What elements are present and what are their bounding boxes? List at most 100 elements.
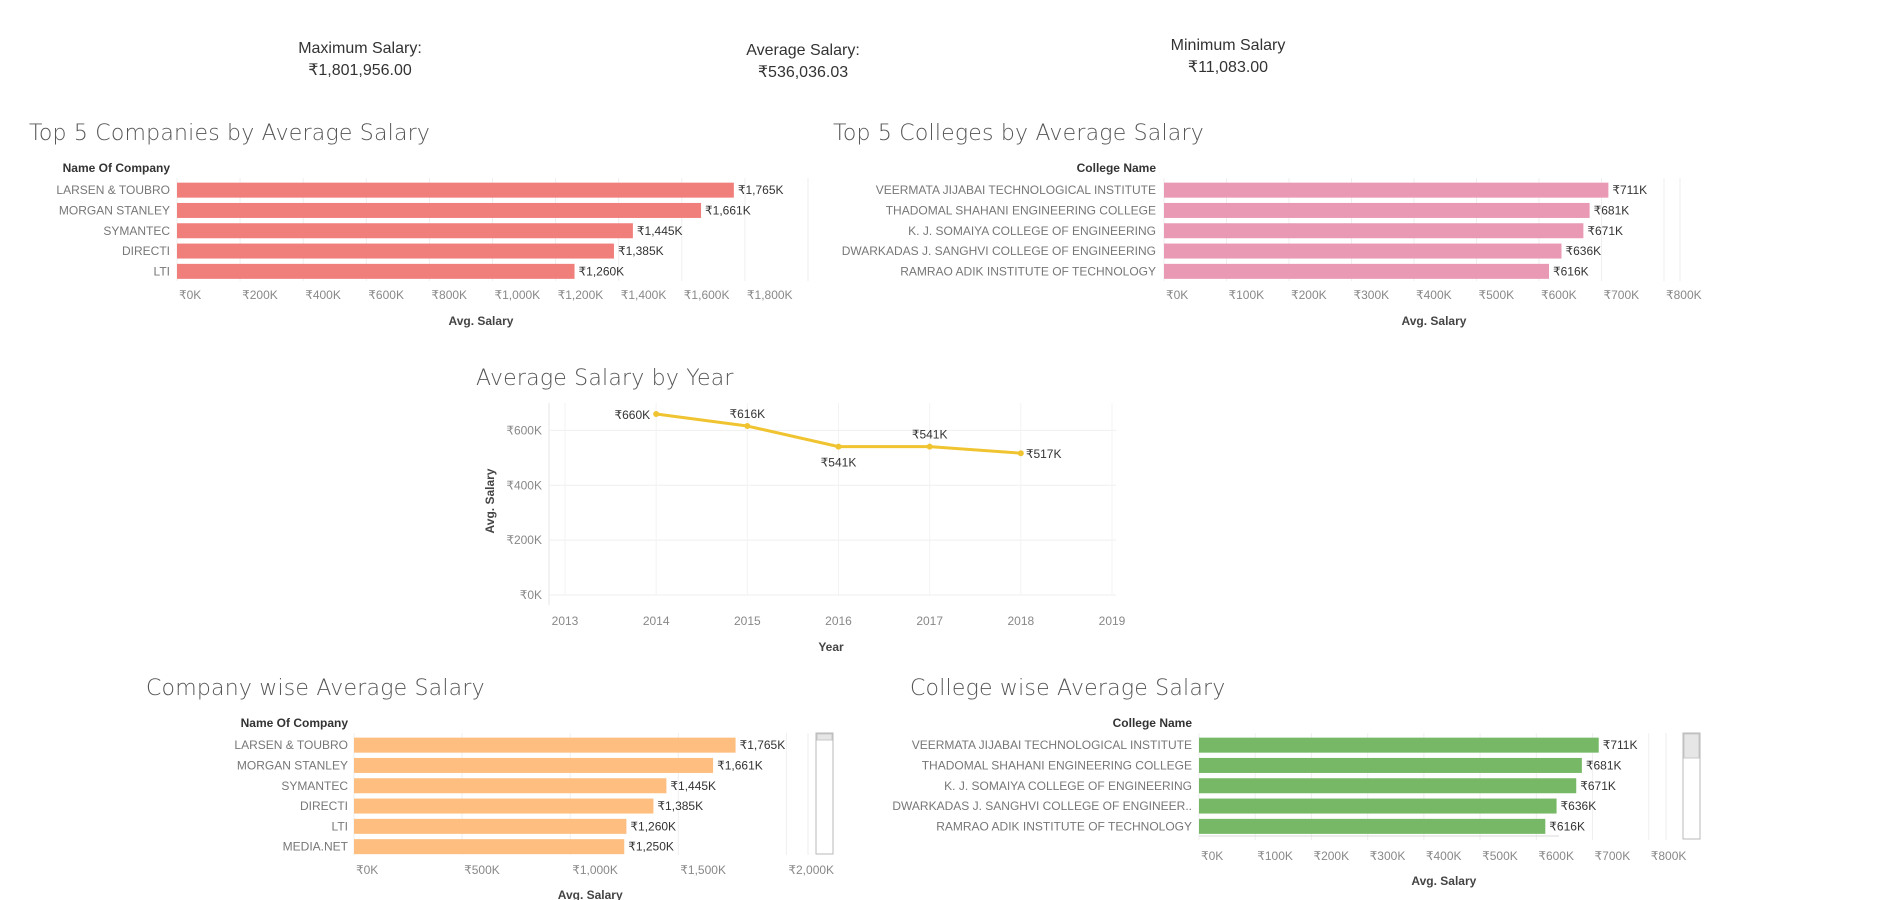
- c4-scrollbar-thumb[interactable]: [1683, 733, 1700, 759]
- c1-x-tick-label: ₹0K: [1166, 288, 1188, 302]
- kpi-max-label: Maximum Salary:: [298, 40, 422, 57]
- c4-bar[interactable]: [1199, 818, 1546, 834]
- c0-bar[interactable]: [177, 243, 614, 259]
- c1-x-axis-title: Avg. Salary: [1402, 314, 1467, 328]
- c1-category-label: RAMRAO ADIK INSTITUTE OF TECHNOLOGY: [900, 264, 1156, 278]
- c2-x-tick-label: 2019: [1099, 614, 1126, 628]
- c1-bar[interactable]: [1164, 263, 1549, 279]
- c4-column-header: College Name: [1113, 716, 1193, 730]
- c3-x-axis-title: Avg. Salary: [558, 888, 623, 900]
- c1-category-label: K. J. SOMAIYA COLLEGE OF ENGINEERING: [908, 224, 1156, 238]
- c1-data-label: ₹636K: [1566, 244, 1602, 258]
- c2-x-axis-title: Year: [818, 640, 844, 654]
- c1-x-tick-label: ₹300K: [1354, 288, 1390, 302]
- c2-data-label: ₹517K: [1026, 447, 1062, 461]
- c2-data-label: ₹616K: [729, 407, 765, 421]
- c3-bar[interactable]: [354, 737, 736, 753]
- chart-title-top-colleges: Top 5 Colleges by Average Salary: [833, 121, 1204, 146]
- kpi-min-label: Minimum Salary: [1170, 37, 1286, 54]
- c0-data-label: ₹1,385K: [618, 244, 664, 258]
- c2-x-tick-label: 2016: [825, 614, 852, 628]
- c3-bar[interactable]: [354, 778, 667, 794]
- c4-bar[interactable]: [1199, 757, 1582, 773]
- c0-x-axis-title: Avg. Salary: [448, 314, 513, 328]
- c3-bar[interactable]: [354, 798, 654, 814]
- c1-x-tick-label: ₹800K: [1666, 288, 1702, 302]
- c0-category-label: DIRECTI: [122, 244, 170, 258]
- kpi-min-salary: Minimum Salary ₹11,083.00: [1108, 35, 1348, 79]
- c3-category-label: LTI: [332, 819, 348, 833]
- kpi-min-value: ₹11,083.00: [1187, 59, 1269, 76]
- c0-x-tick-label: ₹800K: [431, 288, 467, 302]
- c1-category-label: DWARKADAS J. SANGHVI COLLEGE OF ENGINEER…: [842, 244, 1156, 258]
- c3-bar[interactable]: [354, 839, 625, 855]
- c4-category-label: RAMRAO ADIK INSTITUTE OF TECHNOLOGY: [936, 819, 1192, 833]
- c3-category-label: SYMANTEC: [281, 779, 348, 793]
- c3-scrollbar-track[interactable]: [815, 732, 834, 855]
- c0-bar[interactable]: [177, 263, 575, 279]
- c4-category-label: THADOMAL SHAHANI ENGINEERING COLLEGE: [922, 758, 1192, 772]
- kpi-max-salary: Maximum Salary: ₹1,801,956.00: [240, 38, 480, 82]
- c2-y-tick-label: ₹0K: [520, 588, 542, 602]
- chart-title-top-companies: Top 5 Companies by Average Salary: [29, 121, 431, 146]
- c0-data-label: ₹1,445K: [637, 224, 683, 238]
- c0-x-tick-label: ₹1,000K: [495, 288, 541, 302]
- c4-x-tick-label: ₹400K: [1426, 849, 1462, 863]
- c3-category-label: DIRECTI: [300, 799, 348, 813]
- c1-x-tick-label: ₹200K: [1291, 288, 1327, 302]
- c2-y-axis-title: Avg. Salary: [483, 468, 497, 533]
- c2-x-tick-label: 2013: [552, 614, 579, 628]
- c1-x-tick-label: ₹100K: [1229, 288, 1265, 302]
- c4-bar[interactable]: [1199, 737, 1599, 753]
- c1-bar[interactable]: [1164, 182, 1609, 198]
- c1-x-tick-label: ₹400K: [1416, 288, 1452, 302]
- c1-bar[interactable]: [1164, 243, 1562, 259]
- c4-x-tick-label: ₹800K: [1651, 849, 1687, 863]
- c2-data-point[interactable]: [1017, 450, 1024, 457]
- c1-data-label: ₹671K: [1587, 224, 1623, 238]
- c4-category-label: K. J. SOMAIYA COLLEGE OF ENGINEERING: [944, 779, 1192, 793]
- kpi-avg-salary: Average Salary: ₹536,036.03: [683, 40, 923, 84]
- c2-data-label: ₹541K: [912, 428, 948, 442]
- c4-bar[interactable]: [1199, 798, 1557, 814]
- c0-bar[interactable]: [177, 223, 633, 239]
- c0-x-tick-label: ₹1,800K: [747, 288, 793, 302]
- c3-data-label: ₹1,661K: [717, 758, 763, 772]
- c0-bar[interactable]: [177, 202, 702, 218]
- c1-category-label: THADOMAL SHAHANI ENGINEERING COLLEGE: [886, 203, 1156, 217]
- c0-data-label: ₹1,661K: [705, 203, 751, 217]
- c3-column-header: Name Of Company: [241, 716, 349, 730]
- chart-title-company-wise: Company wise Average Salary: [146, 676, 485, 701]
- c4-x-axis-title: Avg. Salary: [1411, 874, 1476, 888]
- c1-bar[interactable]: [1164, 223, 1584, 239]
- c3-bar[interactable]: [354, 818, 627, 834]
- c4-bar[interactable]: [1199, 778, 1577, 794]
- c2-data-point[interactable]: [744, 423, 751, 430]
- c0-x-tick-label: ₹400K: [305, 288, 341, 302]
- c3-data-label: ₹1,765K: [740, 738, 786, 752]
- c2-data-point[interactable]: [926, 443, 933, 450]
- c3-data-label: ₹1,250K: [628, 840, 674, 854]
- c2-y-tick-label: ₹600K: [506, 423, 542, 437]
- c0-bar[interactable]: [177, 182, 734, 198]
- c2-data-point[interactable]: [835, 443, 842, 450]
- c4-data-label: ₹616K: [1549, 819, 1585, 833]
- c0-data-label: ₹1,260K: [579, 264, 625, 278]
- c3-data-label: ₹1,385K: [657, 799, 703, 813]
- c3-bar[interactable]: [354, 757, 714, 773]
- c2-x-tick-label: 2014: [643, 614, 670, 628]
- c3-x-tick-label: ₹1,500K: [680, 863, 726, 877]
- c0-x-tick-label: ₹200K: [242, 288, 278, 302]
- c3-category-label: MORGAN STANLEY: [237, 758, 348, 772]
- c0-x-tick-label: ₹1,600K: [684, 288, 730, 302]
- c4-category-label: VEERMATA JIJABAI TECHNOLOGICAL INSTITUTE: [912, 738, 1192, 752]
- c0-category-label: SYMANTEC: [103, 224, 170, 238]
- c1-bar[interactable]: [1164, 202, 1590, 218]
- c1-x-tick-label: ₹700K: [1604, 288, 1640, 302]
- c2-data-point[interactable]: [653, 410, 660, 417]
- c4-scrollbar-track[interactable]: [1682, 732, 1701, 840]
- c4-x-tick-label: ₹700K: [1595, 849, 1631, 863]
- c4-category-label: DWARKADAS J. SANGHVI COLLEGE OF ENGINEER…: [892, 799, 1192, 813]
- c2-x-tick-label: 2015: [734, 614, 761, 628]
- c3-scrollbar-thumb[interactable]: [816, 733, 833, 741]
